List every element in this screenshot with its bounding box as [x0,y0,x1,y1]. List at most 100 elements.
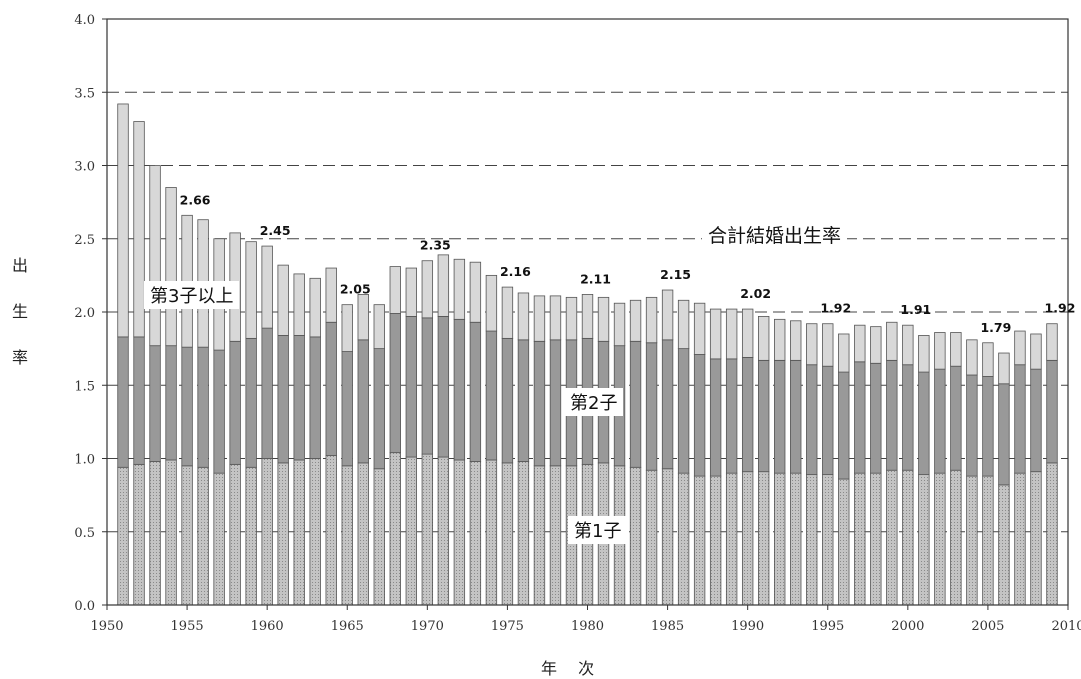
bar-segment [277,462,289,606]
bar-segment [998,352,1010,385]
bar-segment [1046,359,1058,464]
x-tick-label: 1960 [251,619,284,634]
bar-segment [918,335,930,373]
bar-segment [165,187,177,347]
y-tick-label: 0.0 [74,599,95,614]
bar-segment [934,472,946,606]
bar-segment [229,463,241,606]
bar-segment [645,469,658,606]
bar-segment [117,103,129,338]
bar-segment [517,339,530,462]
bar-segment [806,323,818,366]
bar-segment [181,465,193,606]
bar-segment [629,340,642,468]
bar-segment [886,469,898,606]
bar-segment [485,459,498,606]
bar-segment [165,345,177,461]
bar-segment [229,340,241,465]
total-label: 2.02 [740,286,771,301]
bar-segment [629,466,642,606]
bar-segment [517,292,530,341]
bar-segment [133,121,145,338]
bar-segment [437,315,450,458]
bar-segment [357,462,369,606]
bar-segment [597,296,610,342]
bar-segment [197,466,209,606]
bar-segment [950,469,962,606]
bar-segment [453,459,466,606]
bar-segment [966,374,978,477]
bar-segment [117,466,129,606]
y-tick-label: 4.0 [74,13,95,28]
bar-segment [998,484,1010,606]
bar-segment [822,474,834,606]
bar-segment [677,299,690,350]
bar-segment [677,472,690,606]
y-tick-label: 1.0 [74,453,95,468]
bar-segment [405,456,418,606]
bar-segment [581,294,594,339]
bar-segment [982,342,994,377]
bar-segment [1014,364,1026,474]
bar-segment [373,348,385,470]
bar-segment [261,327,273,459]
bar-segment [149,461,161,606]
bar-segment [309,336,321,459]
x-tick-label: 1975 [491,619,524,634]
bar-segment [918,371,930,476]
bar-segment [709,358,722,477]
bar-segment [341,351,353,467]
bar-segment [774,359,786,474]
bar-segment [405,315,418,458]
bar-segment [341,304,353,352]
bar-segment [501,337,514,464]
bar-segment [998,383,1010,486]
bar-segment [757,471,770,606]
bar-segment [725,308,738,360]
bar-segment [373,468,385,606]
bar-segment [1030,368,1042,473]
bar-segment [293,335,305,461]
bar-segment [629,299,642,342]
y-tick-label: 3.0 [74,160,95,175]
bar-segment [309,458,321,606]
bar-segment [357,339,369,464]
bar-segment [149,165,161,347]
total-label: 2.16 [500,264,531,279]
bar-segment [950,332,962,367]
total-label: 2.45 [260,223,291,238]
y-tick-label: 2.0 [74,306,95,321]
bar-segment [902,469,914,606]
bar-segment [661,339,674,470]
bar-segment [902,324,914,366]
bar-segment [645,296,658,344]
bar-segment [213,349,225,474]
bar-segment [934,332,946,370]
x-axis-label: 年 次 [541,659,603,678]
bar-segment [838,333,850,373]
y-tick-label: 1.5 [74,379,95,394]
bar-segment [870,326,882,364]
y-tick-label: 3.5 [74,86,95,101]
bar-segment [741,308,754,358]
total-label: 1.91 [900,302,931,317]
bar-segment [373,304,385,350]
bar-segment [757,359,770,473]
bar-segment [774,318,786,361]
bar-segment [725,472,738,606]
bar-segment [357,294,369,341]
bar-segment [277,335,289,464]
bar-segment [549,339,562,467]
x-tick-label: 2010 [1051,619,1081,634]
bar-segment [533,295,546,342]
bar-segment [389,266,401,314]
y-axis-label-char-2: 生 [12,302,29,321]
bar-segment [261,245,273,329]
total-label: 2.11 [580,271,611,286]
bar-segment [741,357,754,473]
total-label: 2.66 [180,192,211,207]
total-label: 1.79 [980,320,1011,335]
x-tick-label: 1985 [651,619,684,634]
bar-segment [790,320,802,361]
bar-segment [645,342,658,471]
